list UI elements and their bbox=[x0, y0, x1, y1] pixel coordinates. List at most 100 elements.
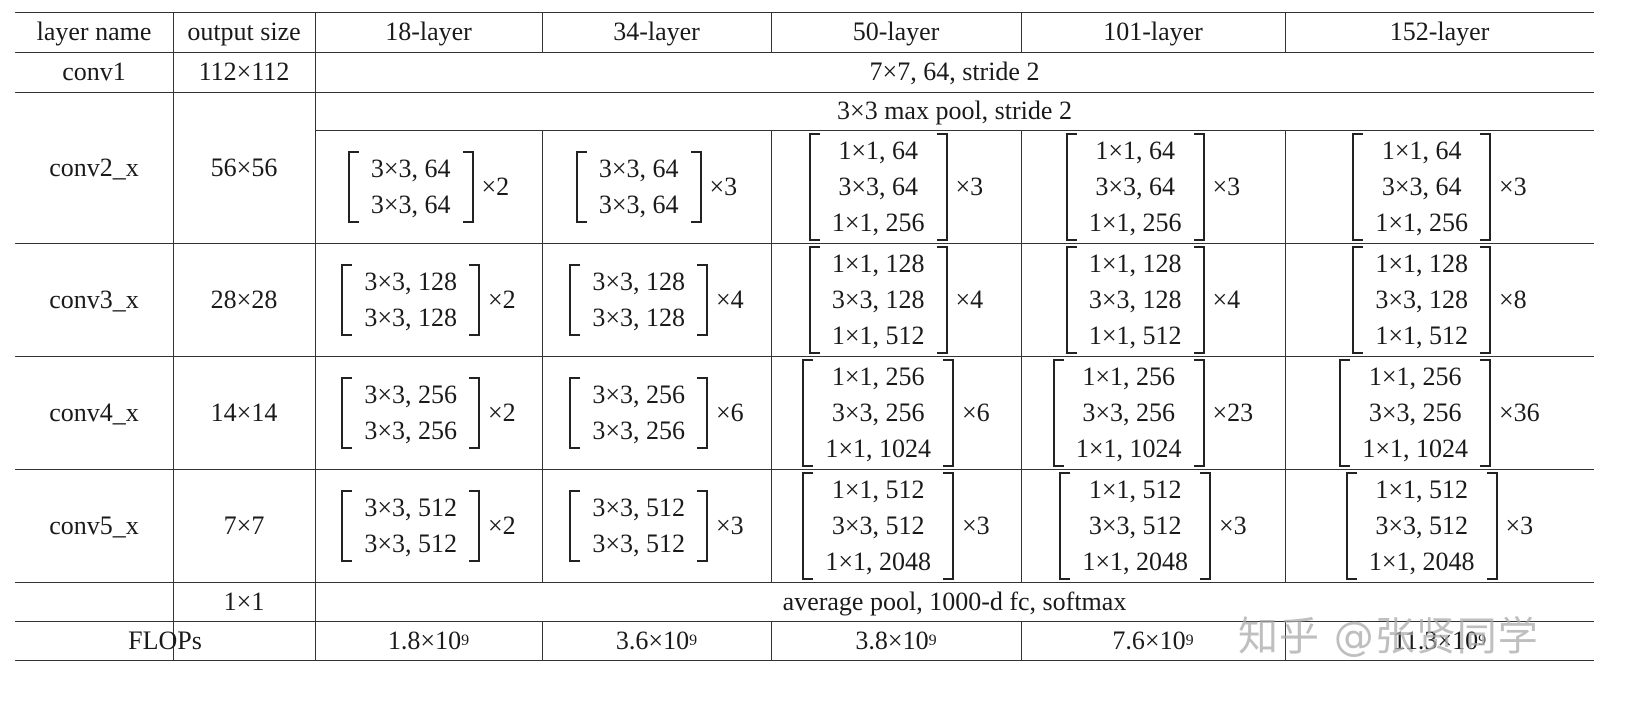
block-cell: 3×3, 512 3×3, 512 ×3 bbox=[542, 469, 771, 582]
block-layer-spec: 1×1, 128 bbox=[1088, 248, 1182, 278]
rule-conv4 bbox=[15, 469, 1594, 470]
left-bracket bbox=[569, 489, 581, 562]
left-bracket bbox=[341, 489, 353, 562]
right-bracket bbox=[936, 132, 948, 241]
block-layer-spec: 1×1, 2048 bbox=[1082, 546, 1188, 576]
block-bracket: 1×1, 128 3×3, 128 1×1, 512 bbox=[1065, 245, 1205, 354]
zhihu-watermark: 知乎 @张贤同学 bbox=[1238, 614, 1539, 660]
block-layers: 1×1, 128 3×3, 128 1×1, 512 bbox=[1363, 246, 1480, 354]
block-layers: 3×3, 256 3×3, 256 bbox=[352, 377, 469, 449]
block-layer-spec: 3×3, 512 bbox=[592, 492, 685, 522]
block-layer-spec: 3×3, 256 bbox=[831, 397, 925, 427]
stage-output-size: 56×56 bbox=[210, 152, 278, 182]
block-layer-spec: 1×1, 256 bbox=[831, 361, 925, 391]
col-divider-3-body bbox=[542, 130, 543, 582]
right-bracket bbox=[1480, 358, 1491, 467]
block-multiplier: ×6 bbox=[962, 397, 990, 427]
block-bracket: 3×3, 256 3×3, 256 bbox=[569, 376, 708, 449]
col-divider-4-header bbox=[771, 12, 772, 52]
rule-final bbox=[15, 621, 1594, 622]
block-multiplier: ×4 bbox=[955, 284, 984, 314]
col-divider-5-body bbox=[1021, 130, 1022, 582]
flops-mantissa: 7.6×10 bbox=[1112, 625, 1186, 655]
block-layer-spec: 3×3, 64 bbox=[598, 189, 679, 219]
stage-name: conv5_x bbox=[49, 510, 139, 540]
header-34-layer: 34-layer bbox=[613, 17, 700, 46]
right-bracket bbox=[462, 150, 474, 223]
block-bracket: 1×1, 512 3×3, 512 1×1, 2048 bbox=[1059, 471, 1211, 580]
block-layer-spec: 1×1, 256 bbox=[1368, 361, 1462, 391]
block-bracket: 1×1, 256 3×3, 256 1×1, 1024 bbox=[802, 358, 954, 467]
block-layers: 3×3, 512 3×3, 512 bbox=[580, 490, 697, 562]
block-multiplier: ×2 bbox=[488, 284, 516, 314]
header-output-size: output size bbox=[187, 17, 301, 46]
left-bracket bbox=[802, 471, 814, 580]
rule-conv2 bbox=[15, 243, 1594, 244]
block-bracket: 1×1, 128 3×3, 128 1×1, 512 bbox=[1352, 245, 1491, 354]
left-bracket bbox=[1065, 245, 1077, 354]
left-bracket bbox=[569, 376, 581, 449]
maxpool-spec: 3×3 max pool, stride 2 bbox=[837, 96, 1072, 125]
col-divider-5-header bbox=[1021, 12, 1022, 52]
left-bracket bbox=[1352, 245, 1364, 354]
block-layer-spec: 3×3, 256 bbox=[592, 415, 685, 445]
block-layer-spec: 1×1, 1024 bbox=[1362, 433, 1468, 463]
block-bracket: 1×1, 64 3×3, 64 1×1, 256 bbox=[808, 132, 948, 241]
right-bracket bbox=[1193, 132, 1205, 241]
flops-mantissa: 1.8×10 bbox=[387, 625, 462, 655]
right-bracket bbox=[697, 263, 708, 336]
block-cell: 3×3, 256 3×3, 256 ×6 bbox=[542, 356, 771, 469]
block-layers: 1×1, 128 3×3, 128 1×1, 512 bbox=[820, 246, 937, 354]
rule-bottom bbox=[15, 660, 1594, 661]
block-layer-spec: 1×1, 128 bbox=[831, 248, 925, 278]
col-divider-3-flops bbox=[542, 621, 543, 660]
block-layers: 3×3, 512 3×3, 512 bbox=[352, 490, 469, 562]
col-divider-4-body bbox=[771, 130, 772, 582]
block-multiplier: ×3 bbox=[709, 171, 738, 201]
block-layer-spec: 3×3, 128 bbox=[592, 266, 685, 296]
block-multiplier: ×3 bbox=[716, 510, 744, 540]
conv1-output-size: 112×112 bbox=[198, 57, 290, 86]
flops-mantissa: 3.8×10 bbox=[855, 625, 929, 655]
col-divider-5-flops bbox=[1021, 621, 1022, 660]
block-layer-spec: 1×1, 512 bbox=[831, 474, 925, 504]
header-50-layer: 50-layer bbox=[852, 17, 940, 46]
left-bracket bbox=[1352, 132, 1364, 241]
block-cell: 3×3, 128 3×3, 128 ×4 bbox=[542, 243, 771, 356]
block-layer-spec: 1×1, 64 bbox=[838, 135, 918, 165]
block-layers: 1×1, 256 3×3, 256 1×1, 1024 bbox=[1350, 359, 1480, 467]
block-layer-spec: 3×3, 256 bbox=[1368, 397, 1462, 427]
block-layer-spec: 3×3, 512 bbox=[364, 492, 457, 522]
right-bracket bbox=[697, 376, 708, 449]
block-layer-spec: 3×3, 64 bbox=[1095, 171, 1175, 201]
block-layer-spec: 1×1, 128 bbox=[1375, 248, 1468, 278]
header-layer-name: layer name bbox=[36, 17, 152, 46]
left-bracket bbox=[1065, 132, 1077, 241]
left-bracket bbox=[1345, 471, 1357, 580]
block-layers: 1×1, 512 3×3, 512 1×1, 2048 bbox=[1357, 472, 1487, 580]
flops-152-layer: 11.3×10 9 bbox=[1392, 625, 1487, 655]
header-101-layer: 101-layer bbox=[1103, 17, 1203, 46]
left-bracket bbox=[808, 245, 820, 354]
block-layer-spec: 3×3, 64 bbox=[370, 153, 451, 183]
block-multiplier: ×2 bbox=[481, 171, 510, 201]
block-cell: 1×1, 128 3×3, 128 1×1, 512 ×4 bbox=[1021, 243, 1285, 356]
block-layer-spec: 3×3, 256 bbox=[364, 379, 457, 409]
block-bracket: 3×3, 512 3×3, 512 bbox=[341, 489, 480, 562]
right-bracket bbox=[1193, 358, 1205, 467]
block-layers: 1×1, 256 3×3, 256 1×1, 1024 bbox=[813, 359, 943, 467]
right-bracket bbox=[1480, 132, 1491, 241]
right-bracket bbox=[1480, 245, 1491, 354]
block-layer-spec: 3×3, 512 bbox=[1375, 510, 1468, 540]
block-layers: 1×1, 512 3×3, 512 1×1, 2048 bbox=[813, 472, 943, 580]
block-layer-spec: 1×1, 256 bbox=[1082, 361, 1175, 391]
block-layer-spec: 1×1, 2048 bbox=[1368, 546, 1475, 576]
block-layer-spec: 1×1, 1024 bbox=[1075, 433, 1182, 463]
block-layer-spec: 3×3, 256 bbox=[1082, 397, 1175, 427]
col-divider-6-body bbox=[1285, 130, 1286, 582]
block-multiplier: ×8 bbox=[1499, 284, 1527, 314]
block-layer-spec: 3×3, 512 bbox=[831, 510, 925, 540]
block-multiplier: ×2 bbox=[488, 397, 516, 427]
block-multiplier: ×6 bbox=[716, 397, 744, 427]
block-multiplier: ×4 bbox=[716, 284, 744, 314]
